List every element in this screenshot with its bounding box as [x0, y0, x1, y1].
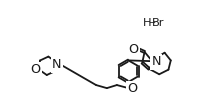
- Text: O: O: [129, 43, 139, 56]
- Text: O: O: [30, 63, 40, 76]
- Text: H: H: [143, 18, 151, 28]
- Text: O: O: [127, 82, 137, 95]
- Text: N: N: [52, 58, 62, 71]
- Text: −: −: [148, 17, 155, 26]
- Text: Br: Br: [151, 18, 164, 28]
- Text: N: N: [151, 55, 161, 68]
